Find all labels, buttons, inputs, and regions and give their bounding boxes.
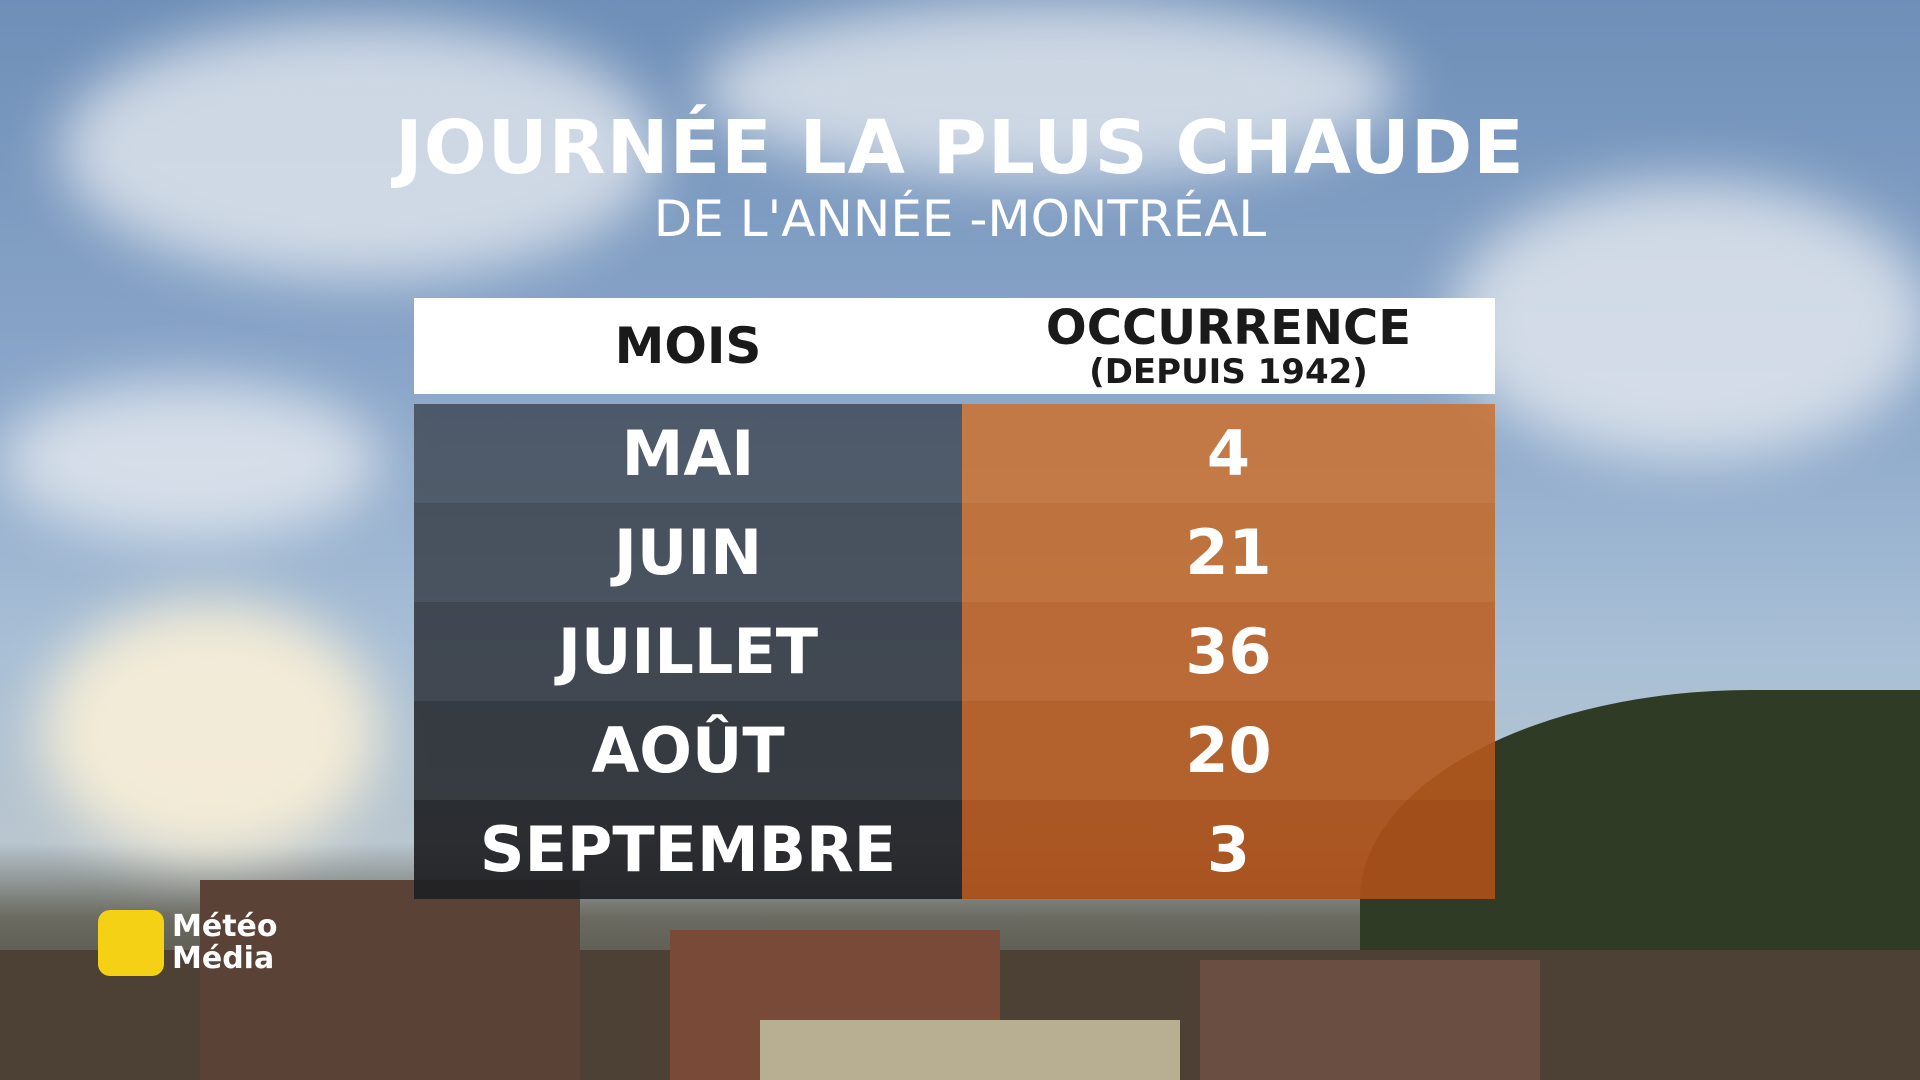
column-header: MOIS [614, 317, 762, 375]
table-header: MOIS OCCURRENCE (DEPUIS 1942) [414, 298, 1495, 394]
table-row: AOÛT 20 [414, 701, 1495, 800]
column-header-sublabel: (DEPUIS 1942) [1089, 352, 1368, 392]
logo-text: Météo Média [172, 911, 278, 975]
occurrence-cell: 36 [962, 602, 1495, 701]
table: MOIS OCCURRENCE (DEPUIS 1942) MAI 4 JUIN 21… [414, 298, 1495, 899]
occurrence-cell: 20 [962, 701, 1495, 800]
table-row: MAI 4 [414, 404, 1495, 503]
table-row: SEPTEMBRE 3 [414, 800, 1495, 899]
month-cell: JUILLET [414, 602, 962, 701]
column-header-label: OCCURRENCE [1045, 300, 1412, 356]
month-cell: AOÛT [414, 701, 962, 800]
occurrence-cell: 4 [962, 404, 1495, 503]
logo-line: Météo [172, 909, 278, 944]
month-cell: SEPTEMBRE [414, 800, 962, 899]
logo: Météo Média [98, 910, 278, 976]
month-cell: JUIN [414, 503, 962, 602]
table-row: JUILLET 36 [414, 602, 1495, 701]
occurrence-cell: 21 [962, 503, 1495, 602]
logo-icon [98, 910, 164, 976]
month-cell: MAI [414, 404, 962, 503]
title: JOURNÉE LA PLUS CHAUDE [395, 105, 1525, 191]
subtitle: DE L'ANNÉE -MONTRÉAL [653, 190, 1267, 248]
table-row: JUIN 21 [414, 503, 1495, 602]
table-body: MAI 4 JUIN 21 JUILLET 36 AOÛT 20 SEPTEMBRE 3 [414, 404, 1495, 899]
occurrence-cell: 3 [962, 800, 1495, 899]
logo-line: Média [172, 941, 275, 976]
column-header: OCCURRENCE (DEPUIS 1942) [962, 298, 1495, 394]
